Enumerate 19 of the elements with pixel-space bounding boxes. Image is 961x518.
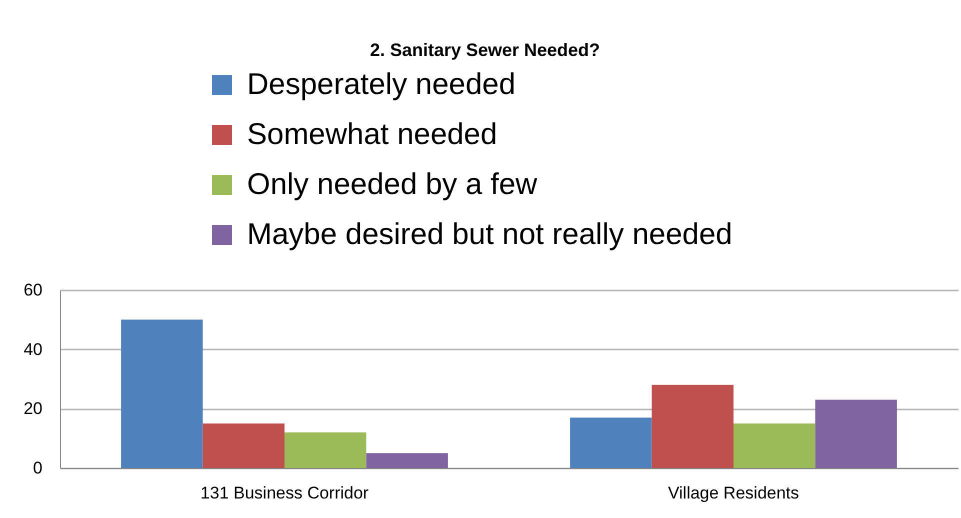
y-tick-label: 20	[24, 399, 42, 418]
bar	[121, 320, 203, 468]
bar	[570, 418, 652, 468]
legend-label: Maybe desired but not really needed	[247, 218, 732, 251]
legend-label: Desperately needed	[247, 68, 516, 101]
x-tick-label: 131 Business Corridor	[200, 484, 369, 502]
y-tick-label: 0	[33, 458, 42, 478]
x-tick-label: Village Residents	[668, 484, 800, 502]
chart-title: 2. Sanitary Sewer Needed?	[370, 40, 600, 60]
legend-label: Only needed by a few	[247, 168, 538, 201]
bar	[202, 424, 284, 468]
bar	[652, 384, 734, 468]
y-tick-label: 60	[24, 280, 42, 300]
bar	[734, 424, 816, 468]
legend-label: Somewhat needed	[247, 118, 498, 151]
bar	[366, 453, 448, 468]
bar	[815, 400, 897, 468]
y-tick-label: 40	[24, 340, 42, 359]
bar	[284, 432, 366, 468]
